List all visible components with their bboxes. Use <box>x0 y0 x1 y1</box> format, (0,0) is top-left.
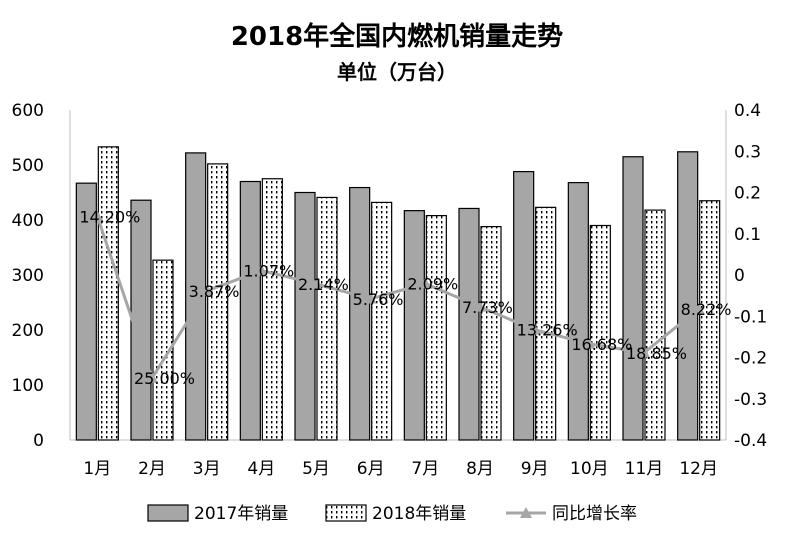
y-right-tick-label: -0.2 <box>734 349 767 369</box>
bar-2018 <box>316 196 338 441</box>
y-right-tick-label: 0.2 <box>734 184 761 204</box>
legend-swatch-2018 <box>325 504 367 522</box>
y-right-tick-label: -0.4 <box>734 431 767 451</box>
bar-2018 <box>535 206 557 441</box>
bar-2017 <box>75 182 97 441</box>
growth-rate-data-label: 8.22% <box>681 300 732 319</box>
growth-rate-data-label: 13.26% <box>517 321 578 340</box>
growth-rate-marker <box>91 210 104 222</box>
legend-swatch-2017 <box>147 504 189 522</box>
growth-rate-data-label: 14.20% <box>79 207 140 226</box>
y-left-tick-label: 0 <box>33 431 44 451</box>
growth-rate-data-label: 2.14% <box>298 275 349 294</box>
growth-rate-data-label: 7.73% <box>462 298 513 317</box>
bar-2018 <box>644 209 666 441</box>
legend-label-2017: 2017年销量 <box>194 504 288 524</box>
x-tick-label: 6月 <box>357 459 385 479</box>
x-tick-label: 9月 <box>521 459 549 479</box>
bar-2017 <box>513 171 535 441</box>
growth-rate-marker <box>474 300 486 312</box>
bar-2018 <box>480 226 502 441</box>
y-right-tick-label: -0.3 <box>734 390 767 410</box>
bar-2018 <box>97 146 119 441</box>
growth-rate-marker <box>528 323 541 335</box>
bar-2018 <box>425 215 447 441</box>
legend-label-growth: 同比增长率 <box>552 504 637 524</box>
y-left-tick-label: 200 <box>12 321 44 341</box>
bar-2018 <box>699 200 721 441</box>
y-left-tick-label: 500 <box>12 156 44 176</box>
bar-2018 <box>261 178 283 441</box>
y-right-tick-label: 0.4 <box>734 101 761 121</box>
x-tick-label: 8月 <box>466 459 494 479</box>
bar-2017 <box>185 152 207 441</box>
growth-rate-data-label: 5.76% <box>353 290 404 309</box>
y-right-tick-label: 0.1 <box>734 225 761 245</box>
y-right-tick-label: 0.3 <box>734 142 761 162</box>
bar-2017 <box>239 180 261 441</box>
bar-2017 <box>622 156 644 441</box>
y-right-tick-label: -0.1 <box>734 307 767 327</box>
bar-2018 <box>207 163 229 441</box>
y-right-tick-label: 0 <box>734 266 745 286</box>
bar-2017 <box>130 199 152 441</box>
legend-swatch-growth-marker <box>520 507 532 518</box>
growth-rate-marker <box>310 277 322 289</box>
bar-2017 <box>403 210 425 441</box>
bar-2017 <box>677 151 699 441</box>
x-tick-label: 3月 <box>193 459 221 479</box>
growth-rate-marker <box>692 302 705 314</box>
growth-rate-marker <box>364 292 377 304</box>
y-left-tick-label: 100 <box>12 376 44 396</box>
growth-rate-marker <box>200 284 213 296</box>
growth-rate-marker <box>419 277 432 289</box>
growth-rate-marker <box>638 346 650 358</box>
x-tick-label: 4月 <box>247 459 275 479</box>
growth-rate-data-label: 18.85% <box>626 344 687 363</box>
growth-rate-data-label: 1.07% <box>243 262 294 281</box>
x-tick-label: 2月 <box>138 459 166 479</box>
chart-title: 2018年全国内燃机销量走势 <box>230 22 564 52</box>
bar-2018 <box>589 224 611 441</box>
x-tick-label: 10月 <box>570 459 609 479</box>
chart-subtitle: 单位（万台） <box>337 60 457 84</box>
bar-2017 <box>567 182 589 441</box>
x-tick-label: 11月 <box>625 459 664 479</box>
y-left-tick-label: 600 <box>12 101 44 121</box>
bar-2017 <box>349 186 371 441</box>
growth-rate-data-label: 2.09% <box>407 275 458 294</box>
growth-rate-data-label: 3.87% <box>189 282 240 301</box>
growth-rate-marker <box>146 372 158 383</box>
growth-rate-marker <box>255 264 268 276</box>
y-left-tick-label: 400 <box>12 211 44 231</box>
growth-rate-data-label: 25.00% <box>134 369 195 388</box>
x-tick-label: 12月 <box>679 459 718 479</box>
bar-2018 <box>371 201 393 441</box>
x-tick-label: 1月 <box>83 459 111 479</box>
growth-rate-data-label: 16.68% <box>571 335 632 354</box>
growth-rate-line <box>95 215 700 382</box>
bar-2017 <box>294 191 316 441</box>
legend-label-2018: 2018年销量 <box>372 504 466 524</box>
bar-2017 <box>458 207 480 441</box>
x-tick-label: 7月 <box>411 459 439 479</box>
x-tick-label: 5月 <box>302 459 330 479</box>
bar-2018 <box>152 259 174 441</box>
y-left-tick-label: 300 <box>12 266 44 286</box>
growth-rate-marker <box>583 337 596 349</box>
